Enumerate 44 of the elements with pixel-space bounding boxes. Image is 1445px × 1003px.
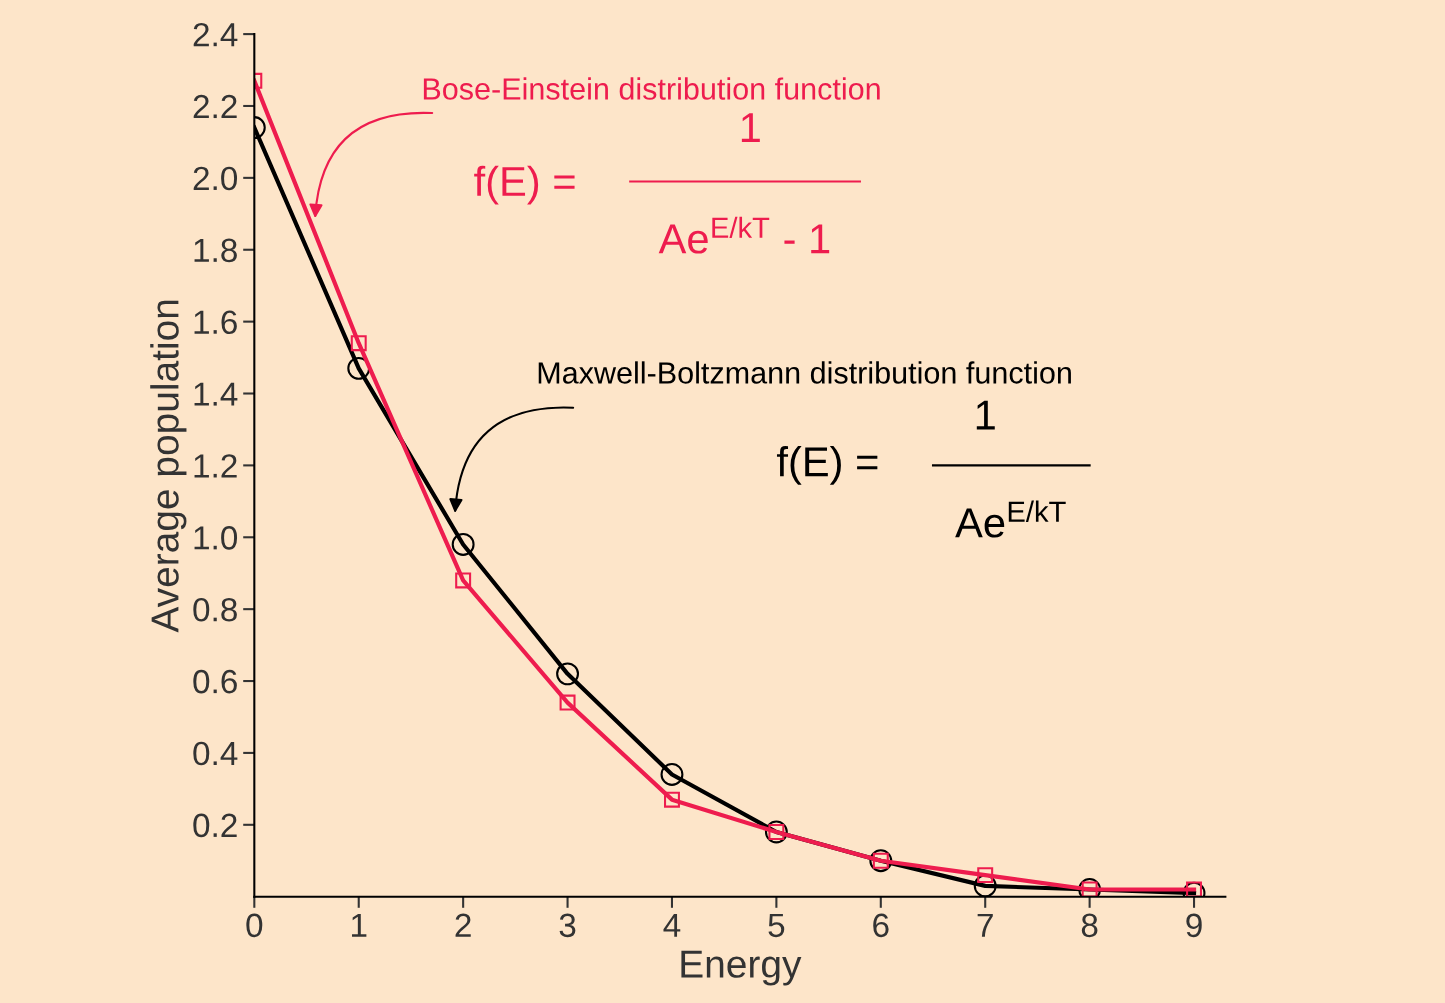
x-tick-label: 4 bbox=[663, 913, 681, 937]
point bbox=[977, 867, 994, 884]
y-tick-label: 1.6 bbox=[194, 310, 237, 335]
y-tick-label: 0.2 bbox=[193, 813, 237, 838]
y-tick-label: 1.8 bbox=[194, 238, 237, 263]
point bbox=[451, 533, 475, 556]
x-tick-label: 5 bbox=[768, 913, 785, 938]
y-tick-label: 0.4 bbox=[193, 741, 238, 766]
point bbox=[660, 763, 684, 786]
x-tick-label: 8 bbox=[1081, 913, 1098, 938]
y-axis-title: Average population bbox=[150, 300, 187, 633]
point bbox=[559, 694, 576, 711]
annotation: Bose-Einstein distribution function bbox=[423, 77, 880, 100]
annotation: 1 bbox=[976, 400, 995, 430]
y-tick-label: 0.8 bbox=[193, 597, 237, 622]
point bbox=[455, 572, 472, 589]
y-tick-label: 2.0 bbox=[193, 166, 238, 191]
x-tick-label: 6 bbox=[873, 913, 889, 938]
annotation: Ae$^{E/kT}$ - 1 bbox=[658, 216, 830, 254]
y-tick-label: 0.6 bbox=[193, 669, 237, 694]
x-tick-label: 3 bbox=[559, 913, 576, 938]
y-tick-label: 1.2 bbox=[194, 454, 237, 478]
x-axis-title: Energy bbox=[681, 950, 802, 986]
y-tick-label: 2.2 bbox=[193, 94, 237, 119]
x-tick-label: 1 bbox=[352, 913, 367, 937]
point bbox=[556, 662, 580, 686]
x-tick-label: 9 bbox=[1186, 913, 1202, 938]
annotation: 1 bbox=[741, 113, 760, 142]
point bbox=[350, 335, 367, 352]
annotation: f(E) = bbox=[776, 445, 878, 485]
point bbox=[663, 791, 680, 808]
annotation: Ae$^{E/kT}$ bbox=[955, 500, 1066, 538]
y-tick-label: 1.4 bbox=[194, 382, 238, 406]
y-tick-label: 1.0 bbox=[194, 526, 238, 550]
annotation: Maxwell-Boltzmann distribution function bbox=[538, 361, 1071, 384]
x-tick-label: 0 bbox=[246, 913, 263, 938]
point bbox=[1186, 881, 1203, 897]
point bbox=[973, 874, 997, 897]
point bbox=[1078, 878, 1102, 897]
annotation: f(E) = bbox=[474, 165, 575, 205]
x-tick-label: 7 bbox=[977, 913, 993, 937]
x-tick-label: 2 bbox=[455, 913, 471, 937]
y-tick-label: 2.4 bbox=[193, 22, 238, 47]
point bbox=[347, 356, 371, 380]
